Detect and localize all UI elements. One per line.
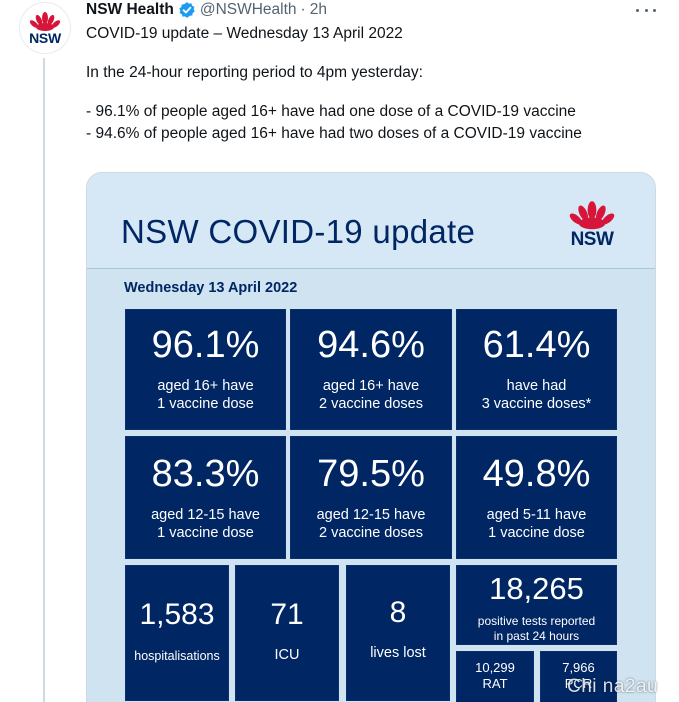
stat-value: 94.6%	[317, 324, 425, 366]
stat-label: aged 5-11 have	[486, 507, 587, 523]
tweet-line: In the 24-hour reporting period to 4pm y…	[86, 64, 423, 81]
stat-tile-pcr: 7,966 PCR	[540, 651, 617, 702]
handle[interactable]: @NSWHealth	[199, 1, 297, 18]
watermark-text: Chi na2au	[567, 676, 659, 697]
stat-label: RAT	[482, 676, 508, 691]
tweet-line: COVID-19 update – Wednesday 13 April 202…	[86, 25, 403, 42]
thread-line	[43, 58, 45, 702]
tweet-line: - 94.6% of people aged 16+ have had two …	[86, 125, 582, 142]
stat-label: 3 vaccine doses*	[481, 396, 592, 412]
stat-label: aged 12-15 have	[316, 507, 426, 523]
stat-label: aged 16+ have	[322, 378, 420, 394]
avatar[interactable]: NSW	[19, 2, 71, 54]
stat-value: 10,299	[475, 660, 515, 675]
card-date: Wednesday 13 April 2022	[124, 280, 298, 296]
card-logo-text: NSW	[570, 229, 614, 250]
stat-tile: 61.4% have had 3 vaccine doses*	[456, 309, 617, 430]
stat-label: aged 12-15 have	[151, 507, 260, 523]
stat-label: lives lost	[370, 645, 426, 661]
card-header: NSW COVID-19 update NSW	[87, 173, 655, 269]
card-title: NSW COVID-19 update	[121, 213, 476, 250]
card-body: Wednesday 13 April 2022 96.1% aged 16+ h…	[87, 269, 655, 702]
more-options-icon[interactable]	[636, 2, 656, 18]
verified-badge-icon	[179, 2, 195, 18]
stat-label: 1 vaccine dose	[488, 525, 585, 541]
tweet-header: NSW Health @NSWHealth · 2h	[86, 0, 327, 20]
stat-label: positive tests reported	[477, 614, 596, 628]
stat-tile: 79.5% aged 12-15 have 2 vaccine doses	[290, 436, 452, 559]
stat-label: ICU	[274, 647, 300, 663]
stat-value: 1,583	[139, 598, 215, 631]
tweet-line: - 96.1% of people aged 16+ have had one …	[86, 103, 576, 120]
stat-label: 1 vaccine dose	[157, 525, 254, 541]
stat-label: 2 vaccine doses	[319, 525, 423, 541]
avatar-nsw-text: NSW	[29, 29, 61, 46]
media-card[interactable]: NSW COVID-19 update NSW Wednesday 13 Apr…	[86, 172, 656, 702]
stat-value: 8	[389, 596, 407, 629]
stat-tile: 83.3% aged 12-15 have 1 vaccine dose	[125, 436, 286, 559]
stat-tile-rat: 10,299 RAT	[456, 651, 534, 702]
stat-tile: 96.1% aged 16+ have 1 vaccine dose	[125, 309, 286, 430]
stat-value: 79.5%	[317, 453, 425, 495]
display-name[interactable]: NSW Health	[86, 1, 174, 18]
stat-label: hospitalisations	[134, 649, 220, 663]
stat-label: 2 vaccine doses	[319, 396, 423, 412]
stat-value: 83.3%	[151, 453, 260, 495]
stat-value: 18,265	[489, 571, 584, 606]
stat-label: aged 16+ have	[157, 378, 254, 394]
card-logo: NSW	[565, 201, 619, 249]
stat-value: 7,966	[562, 660, 595, 675]
stat-tile: 94.6% aged 16+ have 2 vaccine doses	[290, 309, 452, 430]
timestamp[interactable]: 2h	[309, 1, 327, 18]
stat-tile: 49.8% aged 5-11 have 1 vaccine dose	[456, 436, 617, 559]
stat-label: in past 24 hours	[493, 629, 580, 643]
stat-value: 71	[270, 598, 304, 631]
waratah-logo-icon	[569, 201, 615, 230]
stat-value: 49.8%	[482, 453, 591, 495]
stat-label: have had	[506, 378, 567, 394]
stat-label: PCR	[564, 676, 593, 691]
stat-value: 96.1%	[151, 324, 260, 366]
waratah-logo-icon	[29, 11, 61, 31]
stat-tile-hospitalisations: 1,583 hospitalisations	[125, 565, 229, 701]
stat-label: 1 vaccine dose	[157, 396, 254, 412]
stat-tile-positive-tests: 18,265 positive tests reported in past 2…	[456, 565, 617, 645]
stat-value: 61.4%	[482, 324, 591, 366]
separator: ·	[300, 1, 306, 18]
stat-tile-icu: 71 ICU	[235, 565, 339, 701]
stat-tile-lives-lost: 8 lives lost	[346, 565, 450, 701]
tweet-text: COVID-19 update – Wednesday 13 April 202…	[86, 25, 666, 142]
